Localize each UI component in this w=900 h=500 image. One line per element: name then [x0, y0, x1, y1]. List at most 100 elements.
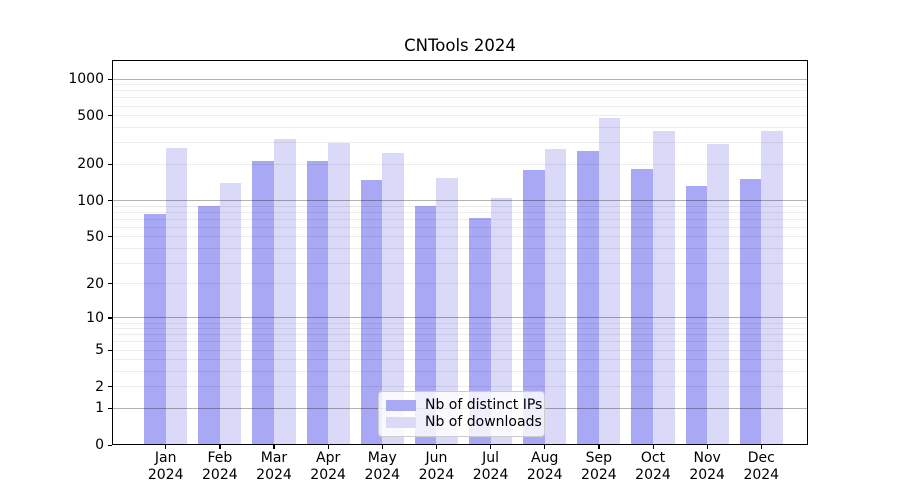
- x-tick-label-sep: Sep 2024: [581, 450, 617, 483]
- y-tick-mark-1000: [108, 78, 112, 80]
- grid-line-minor-7: [112, 334, 808, 336]
- x-tick-mark-nov: [706, 445, 708, 449]
- grid-line-minor-500: [112, 115, 808, 117]
- x-tick-mark-jul: [490, 445, 492, 449]
- bar-distinct-ips-oct: [631, 169, 653, 445]
- y-tick-label-50: 50: [86, 228, 104, 245]
- grid-line-minor-8: [112, 328, 808, 330]
- grid-line-minor-200: [112, 163, 808, 165]
- x-tick-mark-aug: [544, 445, 546, 449]
- x-tick-label-may: May 2024: [364, 450, 401, 483]
- grid-line-major-100: [112, 200, 808, 202]
- legend-swatch-downloads: [386, 417, 416, 429]
- x-tick-label-oct: Oct 2024: [635, 450, 671, 483]
- bar-downloads-sep: [598, 118, 621, 445]
- grid-line-minor-5: [112, 349, 808, 351]
- bar-downloads-may: [382, 152, 404, 445]
- bar-distinct-ips-nov: [685, 185, 708, 445]
- grid-line-minor-60: [112, 226, 808, 228]
- x-tick-label-nov: Nov 2024: [689, 450, 725, 483]
- bar-downloads-jan: [165, 148, 188, 445]
- bar-downloads-apr: [328, 143, 350, 445]
- x-tick-mark-feb: [219, 445, 221, 449]
- x-tick-mark-apr: [327, 445, 329, 449]
- grid-line-minor-70: [112, 218, 808, 220]
- grid-line-minor-4: [112, 359, 808, 361]
- bar-distinct-ips-may: [360, 179, 383, 445]
- grid-line-minor-50: [112, 236, 808, 238]
- legend-item-distinct-ips: Nb of distinct IPs: [386, 397, 542, 414]
- y-tick-mark-1: [108, 407, 112, 409]
- bar-downloads-dec: [761, 131, 783, 445]
- bar-downloads-oct: [653, 130, 675, 445]
- x-tick-mark-sep: [598, 445, 600, 449]
- x-tick-label-dec: Dec 2024: [743, 450, 780, 483]
- grid-line-major-1000: [112, 78, 808, 80]
- y-tick-mark-500: [108, 115, 112, 117]
- grid-line-minor-400: [112, 126, 808, 128]
- bar-distinct-ips-jul: [468, 218, 491, 445]
- y-tick-label-200: 200: [77, 156, 104, 173]
- y-tick-label-500: 500: [77, 107, 104, 124]
- x-tick-label-mar: Mar 2024: [256, 450, 292, 483]
- y-tick-label-1000: 1000: [68, 71, 104, 88]
- x-tick-mark-jan: [165, 445, 167, 449]
- x-tick-label-feb: Feb 2024: [202, 450, 238, 483]
- grid-line-minor-6: [112, 341, 808, 343]
- legend-item-downloads: Nb of downloads: [386, 414, 542, 431]
- x-tick-mark-dec: [760, 445, 762, 449]
- chart-title: CNTools 2024: [404, 36, 516, 55]
- bar-distinct-ips-apr: [306, 161, 329, 445]
- grid-line-minor-3: [112, 371, 808, 373]
- y-tick-label-100: 100: [77, 192, 104, 209]
- bar-downloads-jun: [436, 177, 459, 445]
- grid-line-minor-900: [112, 84, 808, 86]
- x-tick-mark-may: [381, 445, 383, 449]
- grid-line-minor-300: [112, 142, 808, 144]
- legend-label-downloads: Nb of downloads: [425, 414, 542, 431]
- grid-line-minor-30: [112, 262, 808, 264]
- y-tick-label-10: 10: [86, 309, 104, 326]
- x-tick-mark-mar: [273, 445, 275, 449]
- grid-line-minor-90: [112, 205, 808, 207]
- legend-swatch-distinct-ips: [386, 399, 416, 411]
- bar-downloads-mar: [273, 139, 296, 445]
- x-tick-label-jul: Jul 2024: [472, 450, 509, 483]
- grid-line-minor-40: [112, 247, 808, 249]
- x-tick-label-apr: Apr 2024: [310, 450, 346, 483]
- bar-downloads-feb: [219, 182, 242, 445]
- bar-downloads-jul: [490, 197, 513, 445]
- bar-distinct-ips-dec: [739, 179, 762, 445]
- grid-line-minor-2: [112, 386, 808, 388]
- x-tick-mark-jun: [435, 445, 438, 449]
- bar-distinct-ips-jun: [414, 206, 437, 445]
- grid-line-major-10: [112, 317, 808, 319]
- y-tick-label-1: 1: [95, 400, 104, 417]
- legend-label-distinct-ips: Nb of distinct IPs: [425, 396, 543, 413]
- grid-line-minor-700: [112, 97, 808, 99]
- y-tick-mark-20: [108, 283, 112, 285]
- bar-distinct-ips-jan: [144, 213, 166, 445]
- grid-line-minor-80: [112, 211, 808, 213]
- bar-distinct-ips-aug: [523, 170, 545, 445]
- x-tick-label-aug: Aug 2024: [526, 450, 563, 483]
- bar-downloads-nov: [707, 143, 729, 445]
- y-tick-label-20: 20: [86, 275, 104, 292]
- grid-layer: [112, 60, 808, 445]
- y-tick-mark-10: [108, 317, 112, 319]
- y-tick-mark-50: [108, 236, 112, 238]
- grid-line-minor-600: [112, 105, 808, 107]
- y-tick-label-2: 2: [95, 378, 104, 395]
- y-tick-mark-100: [108, 200, 112, 202]
- plot-area: Nb of distinct IPs Nb of downloads: [112, 60, 808, 445]
- grid-line-minor-9: [112, 322, 808, 324]
- grid-line-minor-800: [112, 90, 808, 92]
- bars-layer: [112, 60, 808, 445]
- bar-distinct-ips-sep: [577, 151, 599, 445]
- y-tick-mark-0: [108, 444, 112, 446]
- y-tick-mark-2: [108, 386, 112, 388]
- y-tick-mark-5: [108, 349, 112, 351]
- x-tick-mark-oct: [652, 445, 654, 449]
- legend: Nb of distinct IPs Nb of downloads: [378, 391, 545, 437]
